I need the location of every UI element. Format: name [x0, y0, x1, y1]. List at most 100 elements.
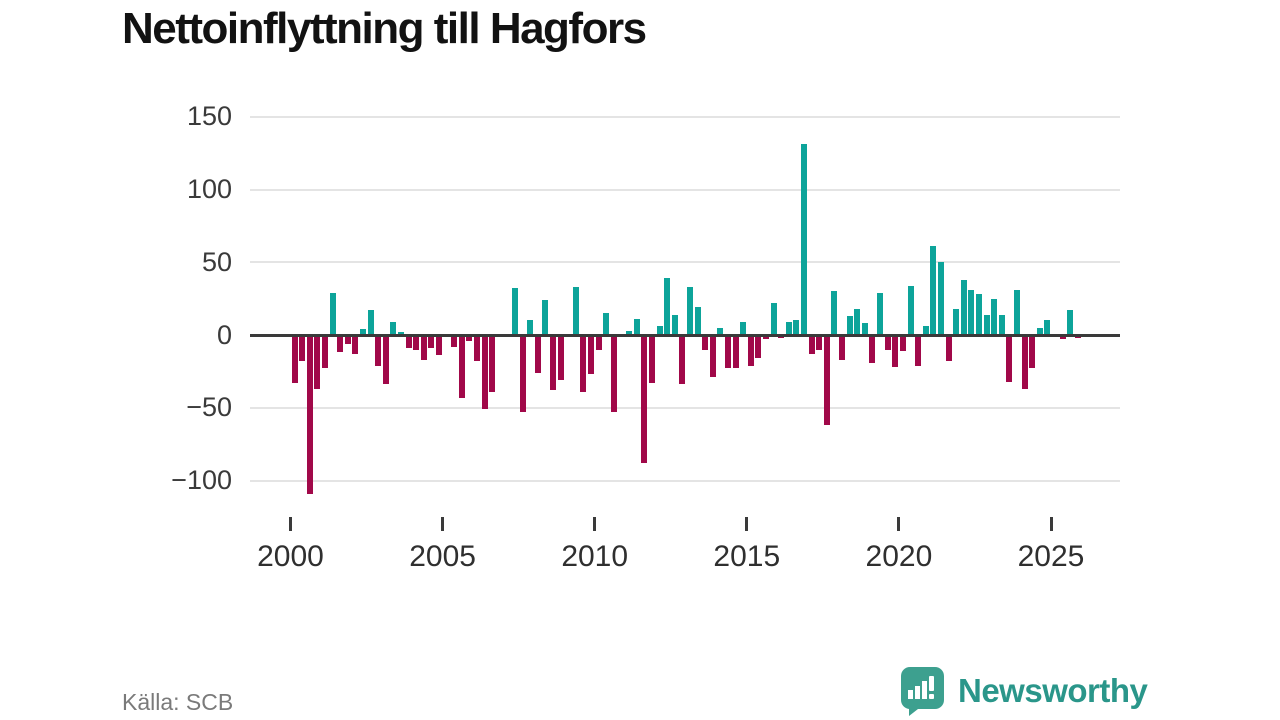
- bar-2021q4: [953, 308, 960, 335]
- source-label: Källa: SCB: [122, 689, 234, 715]
- bar-2024q4: [1044, 320, 1051, 335]
- bar-2017q4: [831, 291, 838, 335]
- bar-2002q4: [375, 335, 382, 366]
- grid-line--50: [250, 406, 1120, 409]
- x-axis-label-2020: 2020: [865, 540, 933, 573]
- bar-2015q3: [763, 335, 769, 340]
- bar-2019q2: [877, 292, 884, 335]
- bar-2004q4: [435, 335, 442, 356]
- bar-2011q2: [633, 318, 640, 335]
- bar-2004q1: [413, 335, 420, 350]
- bar-2009q4: [588, 335, 595, 375]
- bar-2019q4: [892, 335, 899, 367]
- bar-2020q3: [915, 335, 922, 366]
- bar-2003q2: [390, 321, 397, 335]
- bar-2006q2: [481, 335, 488, 410]
- bar-2015q4: [770, 302, 777, 335]
- bar-2019q3: [884, 335, 891, 350]
- grid-line-50: [250, 261, 1120, 264]
- bar-2006q3: [489, 335, 496, 392]
- bar-2018q2: [846, 316, 853, 335]
- bar-2011q1: [626, 330, 633, 335]
- bar-2023q1: [991, 298, 998, 335]
- x-axis-label-2000: 2000: [257, 540, 324, 573]
- bar-2021q1: [930, 246, 937, 335]
- y-axis-label-150: 150: [186, 101, 232, 132]
- bar-2016q2: [785, 321, 792, 335]
- speech-bubble-bar-chart-icon: [899, 666, 945, 716]
- bar-2011q3: [641, 335, 648, 464]
- bar-2007q4: [527, 320, 534, 335]
- bar-2002q1: [352, 335, 359, 354]
- bar-2013q1: [686, 286, 693, 335]
- grid-line--100: [250, 479, 1120, 482]
- bar-2008q3: [550, 335, 557, 391]
- bar-2018q4: [861, 323, 868, 335]
- bar-2013q4: [709, 335, 716, 378]
- x-axis-label-2015: 2015: [713, 540, 781, 573]
- bar-2018q1: [839, 335, 846, 360]
- bar-2023q4: [1013, 289, 1020, 335]
- bar-2017q2: [816, 335, 823, 350]
- bar-2016q3: [793, 320, 800, 335]
- x-axis-zero-line: [250, 333, 1120, 337]
- bar-2013q2: [694, 307, 701, 335]
- y-axis-label--100: −100: [171, 465, 232, 495]
- x-axis-tick-2025: [1049, 517, 1053, 531]
- bar-2000q2: [299, 335, 306, 362]
- grid-line-150: [250, 115, 1120, 118]
- bar-2021q3: [945, 335, 952, 362]
- newsworthy-wordmark: Newsworthy: [958, 672, 1148, 709]
- bar-2001q3: [337, 335, 344, 353]
- bar-2008q1: [534, 335, 541, 373]
- bar-2011q4: [648, 335, 655, 383]
- bar-2002q2: [359, 329, 366, 335]
- bar-2002q3: [367, 310, 374, 335]
- x-axis-tick-2020: [897, 517, 901, 531]
- bar-2023q2: [998, 314, 1005, 335]
- bar-2010q1: [595, 335, 602, 350]
- bar-2014q1: [717, 327, 724, 335]
- y-axis-label--50: −50: [186, 392, 232, 423]
- bar-2020q4: [922, 326, 929, 335]
- y-axis-label-0: 0: [216, 319, 232, 350]
- x-axis-label-2005: 2005: [409, 540, 476, 573]
- x-axis-tick-2005: [441, 517, 445, 531]
- bar-2012q1: [656, 326, 663, 335]
- bar-2001q1: [321, 335, 328, 369]
- bar-2000q1: [291, 335, 298, 383]
- bar-2005q2: [451, 335, 458, 347]
- bar-2008q4: [557, 335, 564, 381]
- bar-2009q3: [580, 335, 587, 392]
- bar-2025q2: [1059, 335, 1066, 340]
- bar-2013q3: [702, 335, 709, 350]
- bar-2000q4: [314, 335, 321, 389]
- bar-2010q2: [603, 313, 610, 335]
- bar-2003q4: [405, 335, 412, 349]
- bar-2010q3: [610, 335, 617, 413]
- bar-2012q3: [671, 314, 678, 335]
- bar-2022q4: [983, 314, 990, 335]
- bar-2017q3: [823, 335, 830, 426]
- bar-2018q3: [854, 308, 861, 335]
- bar-2017q1: [808, 335, 815, 354]
- bar-2012q4: [679, 335, 686, 385]
- bar-2022q2: [968, 289, 975, 335]
- x-axis-label-2010: 2010: [561, 540, 629, 573]
- y-axis-label-100: 100: [186, 174, 232, 204]
- bar-2019q1: [869, 335, 876, 363]
- bar-2007q3: [519, 335, 526, 413]
- chart-title: Nettoinflyttning till Hagfors: [122, 4, 647, 53]
- bar-2003q1: [382, 335, 389, 385]
- bar-2009q2: [572, 286, 579, 335]
- bar-2001q4: [344, 335, 351, 344]
- bar-2024q1: [1021, 335, 1028, 389]
- bar-2020q2: [907, 285, 914, 335]
- bar-2023q3: [1006, 335, 1013, 382]
- bar-2007q2: [512, 288, 519, 335]
- bar-2012q2: [664, 278, 671, 335]
- bar-2006q1: [474, 335, 481, 362]
- bar-2008q2: [542, 300, 549, 335]
